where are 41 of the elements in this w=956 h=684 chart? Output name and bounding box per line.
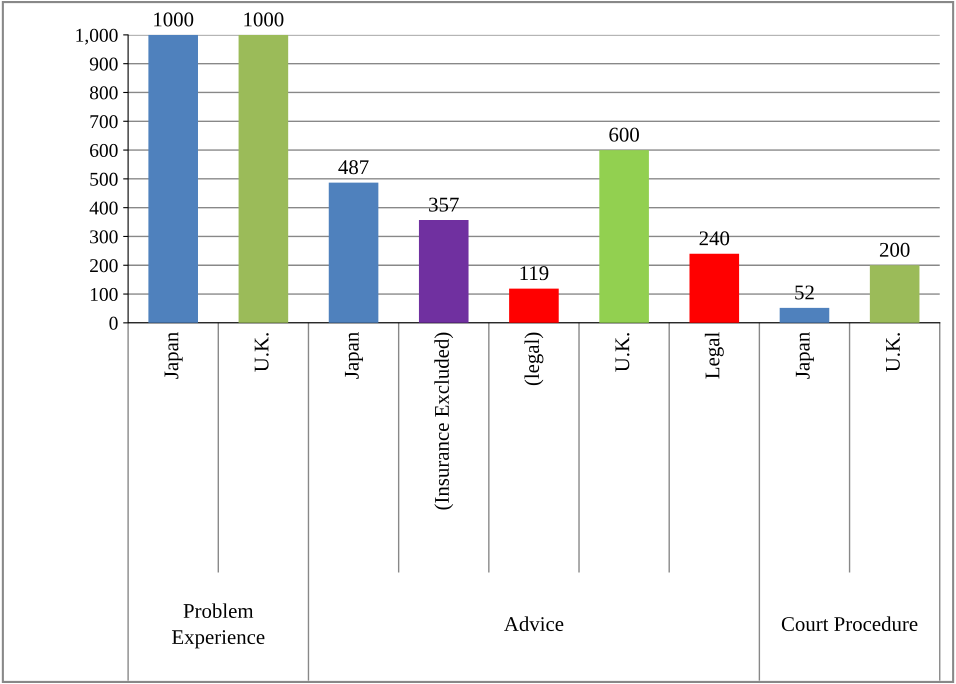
bar — [418, 220, 469, 323]
y-tick-label: 700 — [90, 115, 118, 128]
y-tick-label: 600 — [90, 144, 118, 158]
bar — [689, 254, 740, 323]
y-tick-label: 900 — [90, 57, 118, 71]
bar — [328, 182, 378, 323]
x-tick-label: Legal — [704, 332, 724, 379]
bar — [780, 308, 830, 323]
data-label: 1000 — [244, 12, 284, 26]
bar — [599, 150, 649, 323]
bar — [870, 265, 920, 323]
text: Problem Experience — [172, 603, 264, 648]
y-tick-label: 500 — [90, 172, 118, 186]
x-tick-label: Japan — [164, 332, 183, 379]
data-label: 357 — [429, 198, 459, 212]
x-tick-label: Japan — [796, 332, 814, 379]
y-tick-label: 200 — [90, 259, 118, 272]
text: Advice — [504, 616, 564, 632]
data-label: 600 — [609, 128, 639, 142]
data-label: 240 — [700, 231, 730, 246]
y-tick-label: 1,000 — [76, 28, 118, 45]
x-tick-label: (legal) — [524, 332, 544, 386]
data-label: 1000 — [154, 12, 194, 26]
y-tick-label: 800 — [90, 86, 118, 100]
x-tick-label: U.K. — [254, 333, 269, 372]
y-tick-label: 0 — [109, 316, 118, 330]
x-tick-label: U.K. — [886, 333, 900, 372]
data-label: 119 — [520, 266, 548, 280]
y-tick-label: 400 — [90, 201, 118, 215]
text: Court Procedure — [782, 616, 918, 632]
data-label: 52 — [795, 285, 814, 300]
bar — [238, 34, 288, 323]
y-tick-label: 300 — [90, 230, 118, 244]
data-label: 200 — [880, 242, 910, 257]
bar — [148, 34, 198, 323]
bar — [509, 288, 559, 323]
data-label: 487 — [338, 160, 369, 174]
x-tick-label: (Insurance Excluded) — [434, 332, 454, 510]
x-tick-label: Japan — [344, 332, 364, 379]
x-tick-label: U.K. — [615, 333, 630, 372]
y-tick-label: 100 — [90, 288, 118, 301]
